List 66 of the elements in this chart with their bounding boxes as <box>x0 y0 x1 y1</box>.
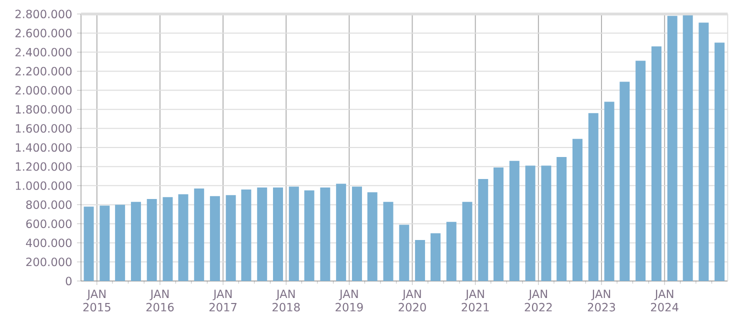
bar <box>115 204 126 281</box>
bar <box>100 206 110 281</box>
x-tick-label: JAN 2019 <box>336 290 363 312</box>
bar <box>667 16 678 281</box>
x-tick-label: JAN 2022 <box>524 290 552 312</box>
y-tick-label: 1.400.000 <box>16 143 72 152</box>
y-tick-label: 2.600.000 <box>15 28 72 38</box>
bar <box>572 138 582 281</box>
y-tick-label: 0 <box>66 276 72 286</box>
y-tick-label: 600.000 <box>26 219 72 228</box>
x-tick-label: JAN 2018 <box>272 290 300 312</box>
bar <box>210 196 220 281</box>
y-tick-label: 200.000 <box>26 258 72 266</box>
bar <box>698 22 709 281</box>
x-tick-label: JAN 2016 <box>146 290 174 312</box>
y-tick-label: 2.000.000 <box>15 86 72 95</box>
bar <box>446 222 456 281</box>
bar <box>588 113 598 281</box>
bar <box>478 178 488 281</box>
x-tick-label: JAN 2020 <box>398 290 426 312</box>
y-tick-label: 2.800.000 <box>15 10 72 18</box>
bar <box>257 188 268 281</box>
bar <box>241 189 252 281</box>
bar <box>651 46 662 281</box>
x-tick-label: JAN 2021 <box>462 290 489 312</box>
y-tick-label: 1.200.000 <box>16 162 72 171</box>
bar <box>130 202 141 281</box>
bar <box>462 202 472 281</box>
bar <box>162 197 173 281</box>
bar <box>84 206 94 281</box>
bar <box>320 188 330 281</box>
bar <box>525 166 536 281</box>
bar <box>556 157 567 281</box>
bar <box>146 198 157 281</box>
bar <box>336 184 346 281</box>
bar <box>415 240 426 281</box>
x-tick-label: JAN 2024 <box>651 290 678 312</box>
bar <box>399 224 410 281</box>
bar <box>682 14 693 281</box>
y-tick-label: 400.000 <box>26 238 72 248</box>
bar <box>604 102 614 281</box>
bar <box>367 192 378 281</box>
bar <box>509 160 520 281</box>
bar <box>226 195 236 281</box>
x-tick-label: JAN 2015 <box>83 290 110 312</box>
bar <box>383 202 394 281</box>
y-tick-label: 2.200.000 <box>15 66 72 76</box>
bar <box>288 186 299 281</box>
bar <box>430 233 441 281</box>
y-tick-label: 1.800.000 <box>16 105 72 114</box>
bar <box>620 82 630 281</box>
bar <box>541 166 552 281</box>
y-tick-label: 1.600.000 <box>16 124 72 133</box>
bar <box>304 190 314 281</box>
bar <box>194 188 204 281</box>
bar <box>273 188 284 281</box>
bar <box>352 186 362 281</box>
y-tick-label: 2.400.000 <box>15 48 72 56</box>
bar <box>178 194 188 281</box>
x-tick-label: JAN 2023 <box>588 290 616 312</box>
y-tick-label: 1.000.000 <box>16 181 72 190</box>
bar <box>714 42 725 281</box>
bar <box>636 60 646 281</box>
y-tick-label: 800.000 <box>26 200 72 209</box>
x-tick-label: JAN 2017 <box>209 290 237 312</box>
bar <box>494 168 504 281</box>
